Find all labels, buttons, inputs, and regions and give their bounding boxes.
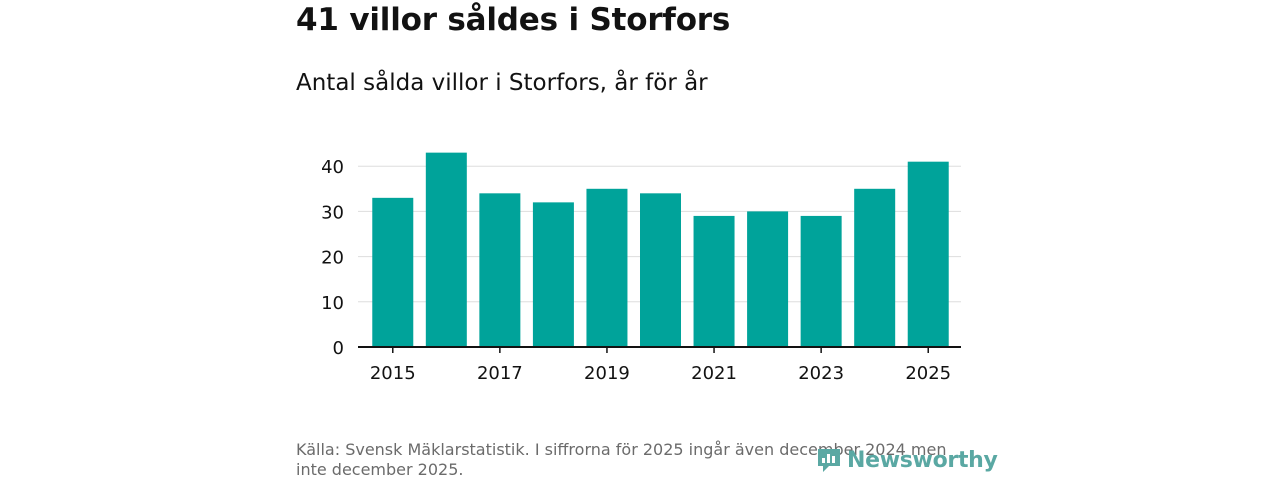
newsworthy-logo-icon [818, 449, 840, 472]
bar-2022 [747, 211, 789, 347]
bar-2023 [800, 215, 842, 347]
x-tick-label-2017: 2017 [477, 363, 523, 384]
y-tick-label-20: 20 [321, 248, 344, 269]
chart-subtitle: Antal sålda villor i Storfors, år för år [296, 70, 708, 96]
source-note: Källa: Svensk Mäklarstatistik. I siffror… [296, 440, 947, 479]
y-tick-label-10: 10 [321, 293, 344, 314]
x-tick-label-2019: 2019 [584, 363, 630, 384]
x-tick-label-2023: 2023 [798, 363, 844, 384]
x-tick-label-2021: 2021 [691, 363, 737, 384]
bar-2017 [479, 193, 521, 347]
y-tick-label-40: 40 [321, 157, 344, 178]
bar-2025 [907, 161, 949, 347]
bar-2021 [693, 215, 735, 347]
bar-chart: 0 10 20 30 40 2015 2017 2019 2021 2023 2025 [321, 152, 961, 384]
newsworthy-logo-text: Newsworthy [847, 447, 998, 473]
bar-2015 [372, 197, 414, 347]
bar-2019 [586, 188, 628, 347]
bar-2024 [854, 188, 896, 347]
bar-2016 [425, 152, 467, 347]
x-tick-label-2025: 2025 [905, 363, 951, 384]
y-tick-label-30: 30 [321, 202, 344, 223]
newsworthy-logo: Newsworthy [815, 446, 998, 474]
chart-title: 41 villor såldes i Storfors [296, 2, 731, 38]
y-tick-label-0: 0 [333, 338, 344, 359]
x-tick-label-2015: 2015 [370, 363, 416, 384]
bar-2020 [640, 193, 681, 347]
bar-2018 [532, 202, 574, 347]
